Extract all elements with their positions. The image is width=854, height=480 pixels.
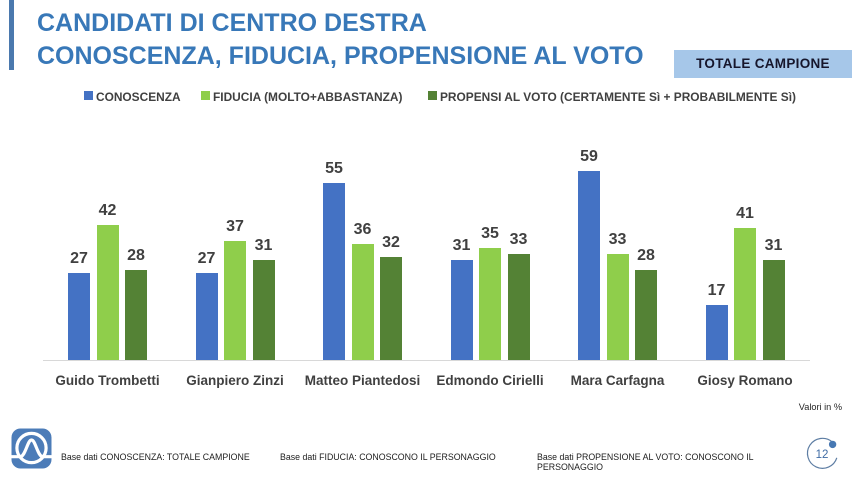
svg-text:12: 12 (816, 449, 829, 461)
